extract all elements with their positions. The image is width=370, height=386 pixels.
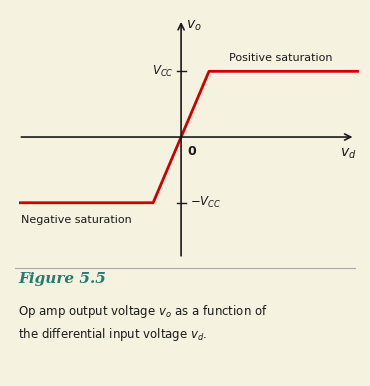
Text: $\mathbf{0}$: $\mathbf{0}$ [187,145,197,158]
Text: Negative saturation: Negative saturation [21,215,132,225]
Text: Op amp output voltage $v_o$ as a function of: Op amp output voltage $v_o$ as a functio… [18,303,268,320]
Text: $-V_{CC}$: $-V_{CC}$ [190,195,222,210]
Text: Figure 5.5: Figure 5.5 [18,272,107,286]
Text: $v_d$: $v_d$ [340,147,356,161]
Text: the differential input voltage $v_d$.: the differential input voltage $v_d$. [18,326,208,343]
Text: $V_{CC}$: $V_{CC}$ [152,64,174,79]
Text: Positive saturation: Positive saturation [229,53,333,63]
Text: $v_o$: $v_o$ [186,19,202,34]
